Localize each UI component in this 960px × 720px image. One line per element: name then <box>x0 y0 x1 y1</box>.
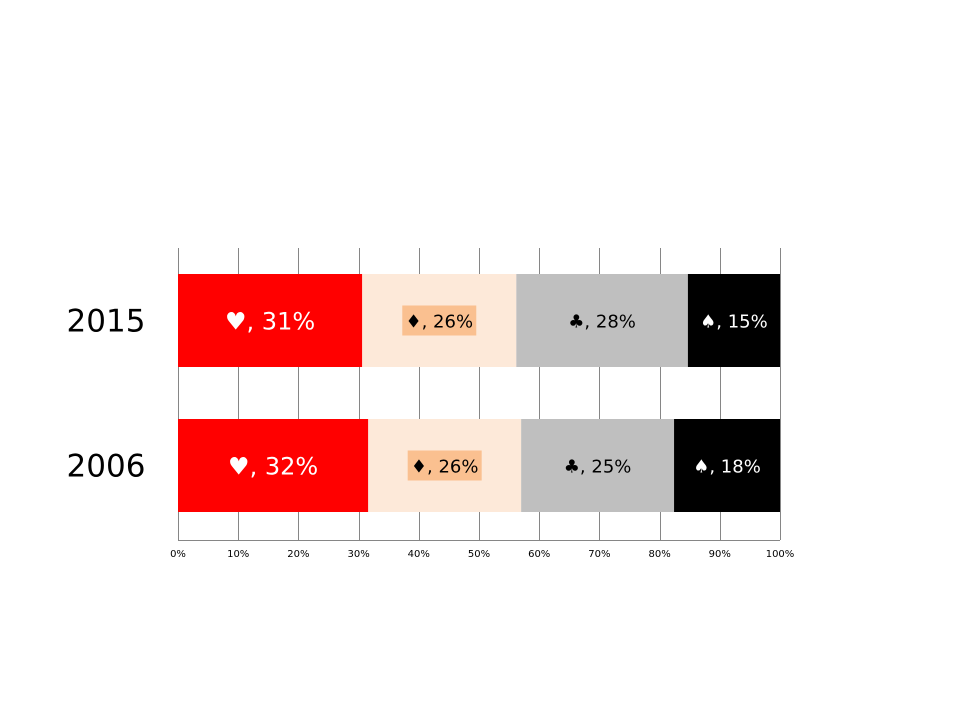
bar-segment <box>178 419 369 512</box>
x-tick-label: 90% <box>709 549 731 560</box>
x-tick-labels: 0% 10% 20% 30% 40% 50% 60% 70% 80% 90% 100% <box>170 549 794 560</box>
x-tick-label: 80% <box>648 549 670 560</box>
bar-segment <box>521 419 675 512</box>
data-label: ♦, 26% <box>405 312 473 333</box>
x-tick-label: 0% <box>170 549 186 560</box>
bar-segment <box>674 419 780 512</box>
bar-segments: ♥, 31% ♦, 26% ♣, 28% ♠, 15% ♥, 32% ♦, 26% ♣, 2… <box>178 274 780 512</box>
x-tick-label: 100% <box>766 549 795 560</box>
category-label: 2006 <box>67 449 146 485</box>
x-tick-label: 60% <box>528 549 550 560</box>
data-label: ♠, 15% <box>700 312 768 333</box>
x-tick-label: 70% <box>588 549 610 560</box>
category-label: 2015 <box>67 304 146 340</box>
data-label-box <box>407 450 482 481</box>
data-label: ♥, 31% <box>225 308 315 336</box>
bar-segment <box>516 274 688 367</box>
data-label: ♥, 32% <box>228 453 318 481</box>
data-label: ♣, 28% <box>568 312 636 333</box>
x-tick-label: 20% <box>287 549 309 560</box>
bar-segment <box>687 274 780 367</box>
x-tick-label: 10% <box>227 549 249 560</box>
x-tick-label: 30% <box>347 549 369 560</box>
data-label-box <box>402 305 477 336</box>
bar-segment <box>178 274 363 367</box>
category-labels: 2015 2006 <box>67 304 146 485</box>
x-tick-label: 50% <box>468 549 490 560</box>
data-label: ♠, 18% <box>693 457 761 478</box>
data-label: ♦, 26% <box>411 457 479 478</box>
data-label: ♣, 25% <box>564 457 632 478</box>
x-tick-label: 40% <box>408 549 430 560</box>
